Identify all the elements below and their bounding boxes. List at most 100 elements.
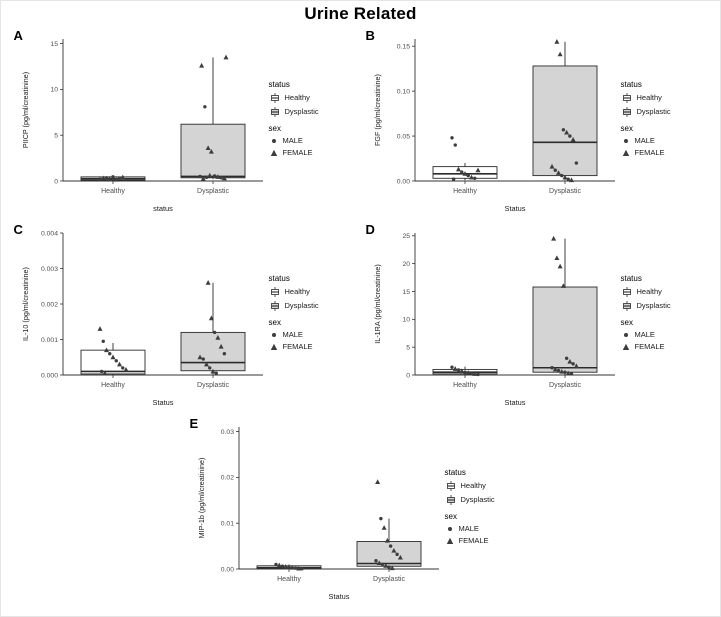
point-female [221, 175, 227, 181]
y-tick-label: 10 [50, 87, 58, 94]
legend-status-item-dysplastic: Dysplastic [269, 106, 357, 118]
y-tick-label: 25 [402, 233, 410, 240]
y-tick-label: 0.001 [40, 337, 57, 344]
status-key-icon [270, 301, 279, 311]
point-male [456, 368, 460, 372]
male-dot-icon [447, 527, 452, 531]
point-female [550, 235, 556, 241]
point-female [123, 366, 128, 372]
point-female [570, 136, 576, 142]
legend-status-item-healthy-label: Healthy [284, 287, 310, 296]
point-male [373, 559, 378, 563]
point-male [204, 175, 208, 180]
point-female [465, 370, 471, 375]
x-tick-label: Healthy [101, 382, 125, 389]
point-male [562, 370, 567, 374]
dot [623, 333, 628, 337]
panel-B: B 0.00 0.05 0.10 0.15 Healthy Dysplastic Status… [361, 25, 713, 219]
point-female [565, 370, 571, 376]
point-male [201, 357, 205, 361]
y-tick-label: 0.00 [396, 178, 409, 185]
point-male [466, 173, 470, 178]
panel-E-letter: E [189, 416, 199, 431]
point-female [563, 129, 569, 135]
point-male [197, 174, 202, 179]
legend-B: status Healthy Dysplastic sex MALE FEMALE [621, 25, 709, 219]
legend-sex-item-male: MALE [269, 330, 357, 340]
point-female [552, 366, 558, 372]
panel-A-plot-wrap: 0 5 10 15 Healthy Dysplastic status PIICP (pg/m… [9, 25, 269, 219]
point-male [212, 330, 216, 335]
box-dysplastic [532, 65, 597, 177]
y-tick-label: 0.03 [220, 429, 233, 436]
triangle [622, 343, 629, 350]
point-female [553, 38, 559, 44]
male-dot-icon [271, 139, 276, 143]
y-tick-label: 0.01 [220, 520, 233, 527]
status-key-icon [270, 93, 279, 103]
status-key-icon [622, 301, 631, 311]
panel-E: E 0.00 0.01 0.02 0.03 Healthy Dysplastic Status… [185, 413, 537, 607]
legend-status-title: status [268, 274, 290, 283]
point-male [212, 174, 216, 178]
point-female [397, 554, 403, 560]
female-triangle-icon [446, 537, 453, 544]
point-male [222, 352, 226, 356]
status-key-icon [622, 107, 631, 117]
point-male [559, 173, 563, 178]
legend-sex-item-female-label: FEMALE [282, 342, 313, 351]
legend-status-item-healthy: Healthy [621, 286, 709, 298]
point-male [380, 562, 384, 567]
point-male [564, 356, 568, 360]
point-male [394, 552, 399, 557]
legend-sex-item-female-label: FEMALE [634, 342, 665, 351]
legend-sex-item-male-label: MALE [282, 330, 303, 339]
panel-B-chart: 0.00 0.05 0.10 0.15 Healthy Dysplastic Status F… [373, 38, 615, 213]
panel-C: C 0.000 0.001 0.002 0.003 0.004 Healthy Dysplas… [9, 219, 361, 413]
x-axis-title: Status [504, 204, 525, 213]
point-male [388, 544, 392, 548]
legend-sex-title: sex [620, 318, 633, 327]
box-dysplastic [180, 123, 245, 179]
point-male [549, 366, 554, 370]
point-female [568, 177, 574, 183]
status-key-icon [622, 93, 631, 103]
point-female [382, 563, 388, 568]
point-female [381, 525, 387, 530]
y-tick-label: 20 [402, 261, 410, 268]
legend-status-item-dysplastic: Dysplastic [445, 494, 533, 506]
female-triangle-icon [270, 149, 277, 156]
y-tick-label: 0.15 [396, 43, 409, 50]
point-male [97, 177, 102, 181]
point-female [119, 174, 125, 180]
panels-grid: A 0 5 10 15 Healthy Dysplastic status PIICP (pg/… [1, 25, 720, 607]
legend-sex-item-female-label: FEMALE [282, 148, 313, 157]
point-male [214, 371, 218, 375]
point-male [114, 359, 118, 363]
legend-status-item-dysplastic-label: Dysplastic [460, 495, 495, 504]
point-male [378, 516, 383, 521]
point-male [218, 176, 223, 180]
legend-status-title: status [444, 468, 466, 477]
y-axis-title: IL-10 (pg/ml/creatinine) [21, 267, 30, 341]
x-tick-label: Healthy [453, 188, 477, 195]
male-dot-icon [623, 333, 628, 337]
y-tick-label: 0.002 [40, 301, 57, 308]
point-female [555, 170, 561, 175]
legend-status-item-dysplastic-label: Dysplastic [636, 107, 671, 116]
point-male [101, 339, 105, 343]
point-female [557, 51, 563, 57]
point-female [374, 479, 380, 484]
panel-A: A 0 5 10 15 Healthy Dysplastic status PIICP (pg/… [9, 25, 361, 219]
legend-C: status Healthy Dysplastic sex MALE FEMALE [269, 219, 357, 413]
legend-status-item-dysplastic: Dysplastic [269, 300, 357, 312]
point-male [561, 128, 565, 132]
point-female [553, 255, 559, 261]
point-female [208, 315, 214, 321]
legend-sex-title: sex [444, 512, 457, 521]
point-female [197, 354, 202, 360]
panel-A-letter: A [13, 28, 23, 43]
legend-status-item-healthy: Healthy [269, 286, 357, 298]
point-male [286, 565, 291, 569]
